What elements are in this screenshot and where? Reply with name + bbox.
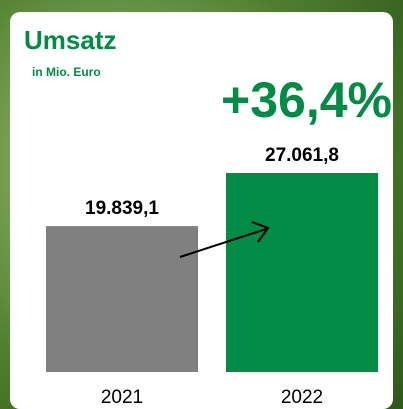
value-label: 19.839,1 xyxy=(85,198,159,219)
value-label: 27.061,8 xyxy=(265,145,339,166)
page: Umsatz in Mio. Euro +36,4% 2021 19.839,1 2… xyxy=(0,0,403,409)
chart-title: Umsatz xyxy=(24,25,116,55)
x-tick-label: 2022 xyxy=(281,387,323,408)
chart-subtitle: in Mio. Euro xyxy=(32,65,101,79)
bar xyxy=(226,173,378,372)
bar xyxy=(46,226,198,372)
growth-annotation: +36,4% xyxy=(221,72,392,128)
chart: Umsatz in Mio. Euro +36,4% 2021 19.839,1 2… xyxy=(0,0,403,409)
x-tick-label: 2021 xyxy=(101,387,143,408)
